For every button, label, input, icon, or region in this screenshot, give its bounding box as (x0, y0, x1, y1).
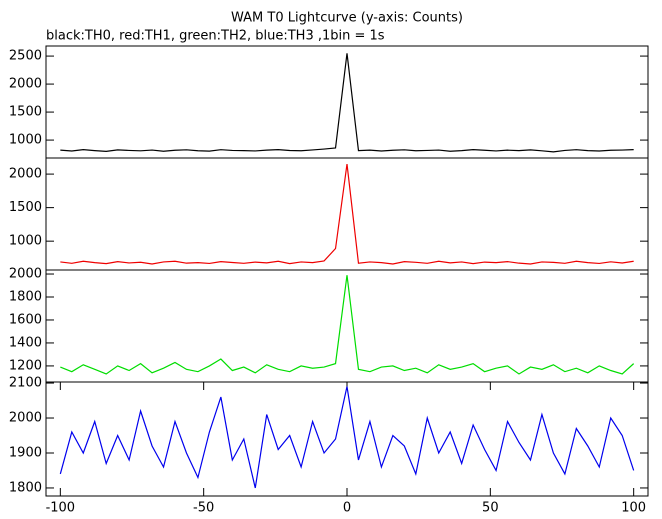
y-tick-label: 1000 (9, 234, 42, 249)
y-tick-label: 1400 (9, 335, 42, 350)
y-tick-label: 2100 (9, 376, 42, 391)
y-tick-label: 1800 (9, 480, 42, 495)
y-tick-label: 2000 (9, 411, 42, 426)
y-tick-label: 2000 (9, 167, 42, 182)
y-tick-label: 1900 (9, 445, 42, 460)
chart-subtitle: black:TH0, red:TH1, green:TH2, blue:TH3 … (46, 29, 385, 44)
panel-frame (45, 157, 649, 271)
x-tick-label: 100 (621, 501, 646, 516)
panel-frame (45, 381, 649, 497)
chart-title: WAM T0 Lightcurve (y-axis: Counts) (231, 11, 463, 26)
y-tick-label: 1600 (9, 312, 42, 327)
y-tick-label: 1200 (9, 358, 42, 373)
x-tick-label: -100 (46, 501, 76, 516)
data-line (60, 163, 634, 265)
y-tick-label: 2000 (9, 77, 42, 92)
y-tick-label: 1000 (9, 133, 42, 148)
y-tick-label: 1500 (9, 200, 42, 215)
data-line (59, 386, 635, 489)
y-tick-label: 2500 (9, 49, 42, 64)
y-tick-label: 1500 (9, 105, 42, 120)
panel-frame (45, 45, 649, 159)
x-tick-label: 0 (343, 501, 351, 516)
x-tick-label: 50 (482, 501, 499, 516)
data-line (60, 275, 635, 375)
data-line (60, 53, 634, 153)
panel-frame (45, 269, 649, 383)
y-tick-label: 1800 (9, 289, 42, 304)
x-tick-label: -50 (193, 501, 214, 516)
y-tick-label: 2000 (9, 267, 42, 282)
